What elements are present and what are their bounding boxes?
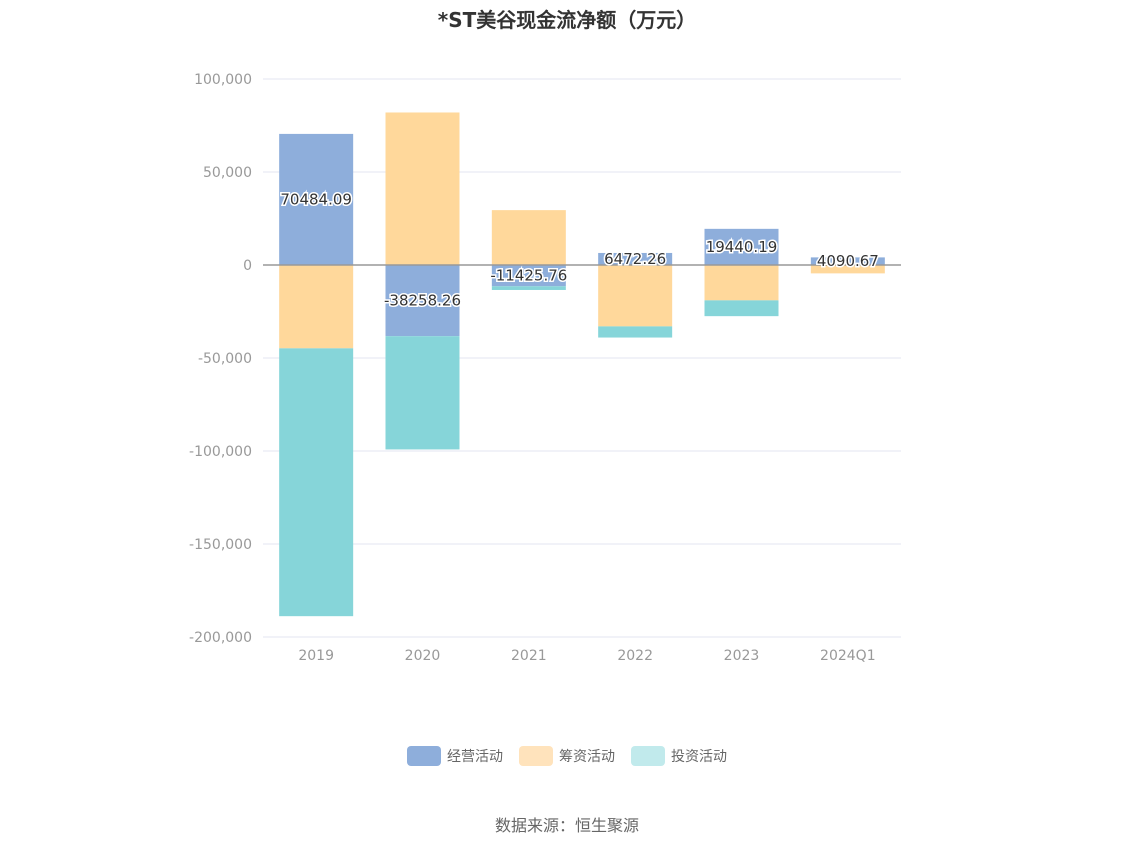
bar-series-1-2024Q1[interactable] [810, 265, 885, 274]
bar-series-2-2021[interactable] [491, 286, 566, 290]
bar-series-0-2023[interactable] [704, 228, 779, 265]
legend-swatch-financing [519, 746, 553, 766]
legend-item-financing[interactable]: 筹资活动 [519, 746, 615, 766]
legend-label-investing: 投资活动 [671, 749, 727, 765]
y-tick-label: -200,000 [189, 630, 252, 646]
data-label: -38258.26 [384, 292, 461, 310]
data-label: 4090.67 [817, 252, 879, 270]
bar-series-0-2020[interactable] [385, 265, 460, 337]
legend: 经营活动 筹资活动 投资活动 [0, 746, 1134, 766]
bar-series-1-2022[interactable] [598, 265, 673, 327]
y-tick-label: -100,000 [189, 444, 252, 460]
bar-series-2-2019[interactable] [279, 348, 354, 617]
bar-series-0-2019[interactable] [279, 133, 354, 265]
x-tick-label: 2022 [617, 648, 653, 664]
x-tick-label: 2021 [511, 648, 547, 664]
chart-title: *ST美谷现金流净额（万元） [437, 8, 697, 32]
y-tick-label: 50,000 [203, 165, 252, 181]
legend-item-operating[interactable]: 经营活动 [407, 746, 503, 766]
bar-series-1-2023[interactable] [704, 265, 779, 301]
legend-label-operating: 经营活动 [447, 749, 503, 765]
y-tick-label: 100,000 [194, 72, 252, 88]
y-tick-label: -50,000 [198, 351, 252, 367]
data-label: 70484.09 [280, 190, 352, 208]
data-label: -11425.76 [490, 267, 567, 285]
legend-swatch-operating [407, 746, 441, 766]
data-label: 6472.26 [604, 250, 666, 268]
bar-series-2-2022[interactable] [598, 326, 673, 338]
bar-series-0-2021[interactable] [491, 265, 566, 287]
x-tick-label: 2023 [724, 648, 760, 664]
legend-item-investing[interactable]: 投资活动 [631, 746, 727, 766]
y-tick-label: 0 [243, 258, 252, 274]
bar-series-0-2024Q1[interactable] [810, 257, 885, 265]
x-tick-label: 2019 [298, 648, 334, 664]
bar-series-1-2021[interactable] [491, 210, 566, 265]
x-tick-label: 2020 [405, 648, 441, 664]
source-note: 数据来源：恒生聚源 [494, 816, 639, 835]
bar-series-2-2023[interactable] [704, 300, 779, 317]
data-label: 19440.19 [706, 238, 778, 256]
bar-series-0-2022[interactable] [598, 252, 673, 265]
x-tick-label: 2024Q1 [820, 648, 876, 664]
bar-series-1-2019[interactable] [279, 265, 354, 349]
bar-series-1-2020[interactable] [385, 112, 460, 265]
legend-swatch-investing [631, 746, 665, 766]
y-tick-label: -150,000 [189, 537, 252, 553]
bar-series-2-2020[interactable] [385, 336, 460, 450]
legend-label-financing: 筹资活动 [559, 749, 615, 765]
